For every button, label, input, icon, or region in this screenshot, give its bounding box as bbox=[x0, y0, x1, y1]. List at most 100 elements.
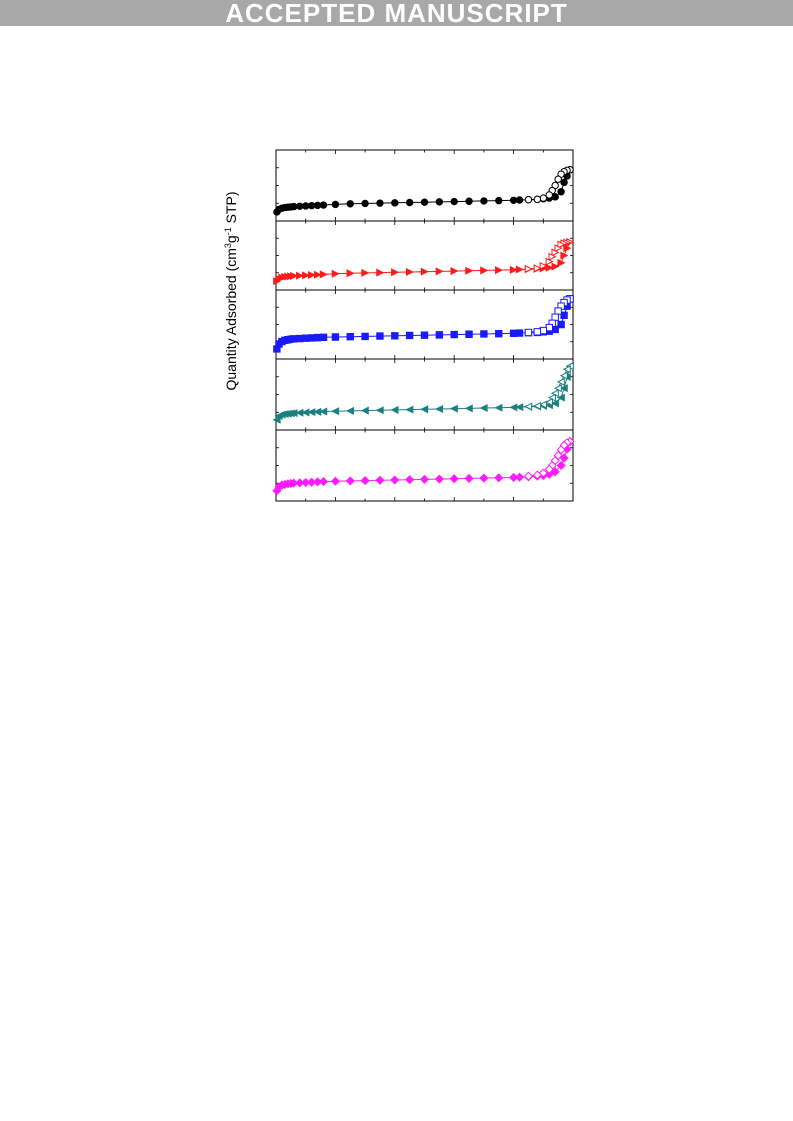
adsorption-point bbox=[550, 399, 559, 408]
adsorption-point bbox=[346, 200, 354, 208]
panels bbox=[272, 149, 575, 502]
panel-frame bbox=[275, 149, 574, 222]
desorption-point bbox=[551, 248, 560, 257]
panel-4 bbox=[272, 358, 574, 431]
adsorption-point bbox=[420, 331, 429, 339]
adsorption-point bbox=[515, 196, 524, 204]
adsorption-point bbox=[559, 453, 569, 463]
adsorption-point bbox=[360, 476, 370, 486]
adsorption-point bbox=[296, 271, 305, 280]
adsorption-point bbox=[495, 266, 504, 275]
adsorption-point bbox=[515, 265, 524, 274]
adsorption-point bbox=[420, 198, 429, 206]
adsorption-point bbox=[465, 330, 473, 338]
accepted-manuscript-banner: ACCEPTED MANUSCRIPT bbox=[0, 0, 793, 26]
adsorption-point bbox=[405, 405, 414, 414]
adsorption-point bbox=[465, 197, 473, 205]
adsorption-point bbox=[556, 460, 566, 471]
adsorption-point bbox=[560, 251, 569, 260]
adsorption-point bbox=[545, 263, 554, 272]
panel-frame bbox=[275, 289, 574, 360]
adsorption-point bbox=[449, 404, 458, 413]
adsorption-point bbox=[345, 476, 355, 486]
desorption-point bbox=[551, 313, 559, 321]
desorption-point bbox=[559, 371, 568, 380]
adsorption-point bbox=[560, 178, 568, 187]
adsorption-point bbox=[464, 473, 474, 483]
adsorption-point bbox=[376, 332, 384, 340]
adsorption-point bbox=[435, 267, 444, 276]
adsorption-point bbox=[313, 201, 322, 210]
adsorption-point bbox=[563, 244, 572, 253]
adsorption-point bbox=[346, 333, 354, 341]
desorption-point bbox=[533, 401, 542, 410]
adsorption-point bbox=[515, 403, 524, 412]
desorption-point bbox=[532, 470, 542, 480]
adsorption-point bbox=[290, 271, 299, 280]
adsorption-point bbox=[390, 475, 400, 485]
adsorption-point bbox=[480, 266, 489, 275]
adsorption-point bbox=[360, 406, 369, 415]
adsorption-point bbox=[319, 270, 328, 279]
adsorption-point bbox=[514, 472, 525, 482]
adsorption-point bbox=[559, 384, 568, 393]
adsorption-point bbox=[318, 477, 329, 487]
desorption-point bbox=[538, 468, 548, 478]
adsorption-point bbox=[376, 268, 385, 277]
adsorption-point bbox=[450, 197, 458, 206]
adsorption-point bbox=[307, 201, 316, 210]
adsorption-point bbox=[331, 333, 340, 341]
adsorption-point bbox=[435, 404, 444, 413]
desorption-point bbox=[557, 240, 566, 249]
adsorption-point bbox=[509, 196, 518, 205]
panel-3 bbox=[273, 289, 574, 360]
panel-frame bbox=[275, 429, 574, 502]
adsorption-point bbox=[480, 330, 488, 338]
panel-frame bbox=[275, 220, 574, 291]
adsorption-point bbox=[375, 406, 384, 415]
adsorption-point bbox=[495, 329, 503, 338]
adsorption-point bbox=[296, 202, 304, 210]
adsorption-point bbox=[405, 267, 414, 276]
adsorption-point bbox=[319, 407, 328, 416]
adsorption-line bbox=[276, 298, 571, 350]
adsorption-point bbox=[302, 271, 311, 280]
desorption-point bbox=[524, 264, 533, 273]
adsorption-point bbox=[464, 404, 473, 413]
adsorption-point bbox=[494, 403, 503, 412]
adsorption-point bbox=[480, 197, 488, 205]
adsorption-point bbox=[375, 475, 385, 485]
adsorption-point bbox=[391, 332, 399, 340]
desorption-point bbox=[533, 195, 542, 204]
adsorption-point bbox=[346, 269, 355, 278]
adsorption-point bbox=[319, 201, 328, 209]
adsorption-point bbox=[435, 331, 444, 339]
adsorption-point bbox=[345, 406, 354, 415]
adsorption-point bbox=[319, 333, 328, 342]
adsorption-point bbox=[419, 474, 430, 484]
adsorption-point bbox=[515, 329, 524, 337]
adsorption-point bbox=[479, 473, 489, 483]
adsorption-point bbox=[405, 198, 414, 207]
desorption-point bbox=[524, 328, 533, 337]
desorption-point bbox=[539, 261, 548, 270]
desorption-point bbox=[539, 194, 547, 202]
adsorption-point bbox=[331, 269, 340, 278]
desorption-point bbox=[562, 365, 571, 374]
adsorption-point bbox=[560, 311, 568, 320]
desorption-point bbox=[554, 244, 563, 253]
adsorption-point bbox=[509, 329, 518, 338]
adsorption-point bbox=[361, 268, 370, 277]
adsorption-point bbox=[557, 258, 566, 267]
adsorption-point bbox=[420, 405, 429, 414]
adsorption-point bbox=[551, 262, 560, 271]
desorption-point bbox=[523, 471, 533, 481]
desorption-point bbox=[544, 464, 554, 474]
desorption-point bbox=[554, 307, 562, 315]
adsorption-point bbox=[307, 271, 316, 280]
adsorption-point bbox=[290, 202, 298, 211]
desorption-point bbox=[556, 445, 566, 455]
adsorption-point bbox=[479, 404, 488, 413]
adsorption-point bbox=[420, 267, 429, 276]
